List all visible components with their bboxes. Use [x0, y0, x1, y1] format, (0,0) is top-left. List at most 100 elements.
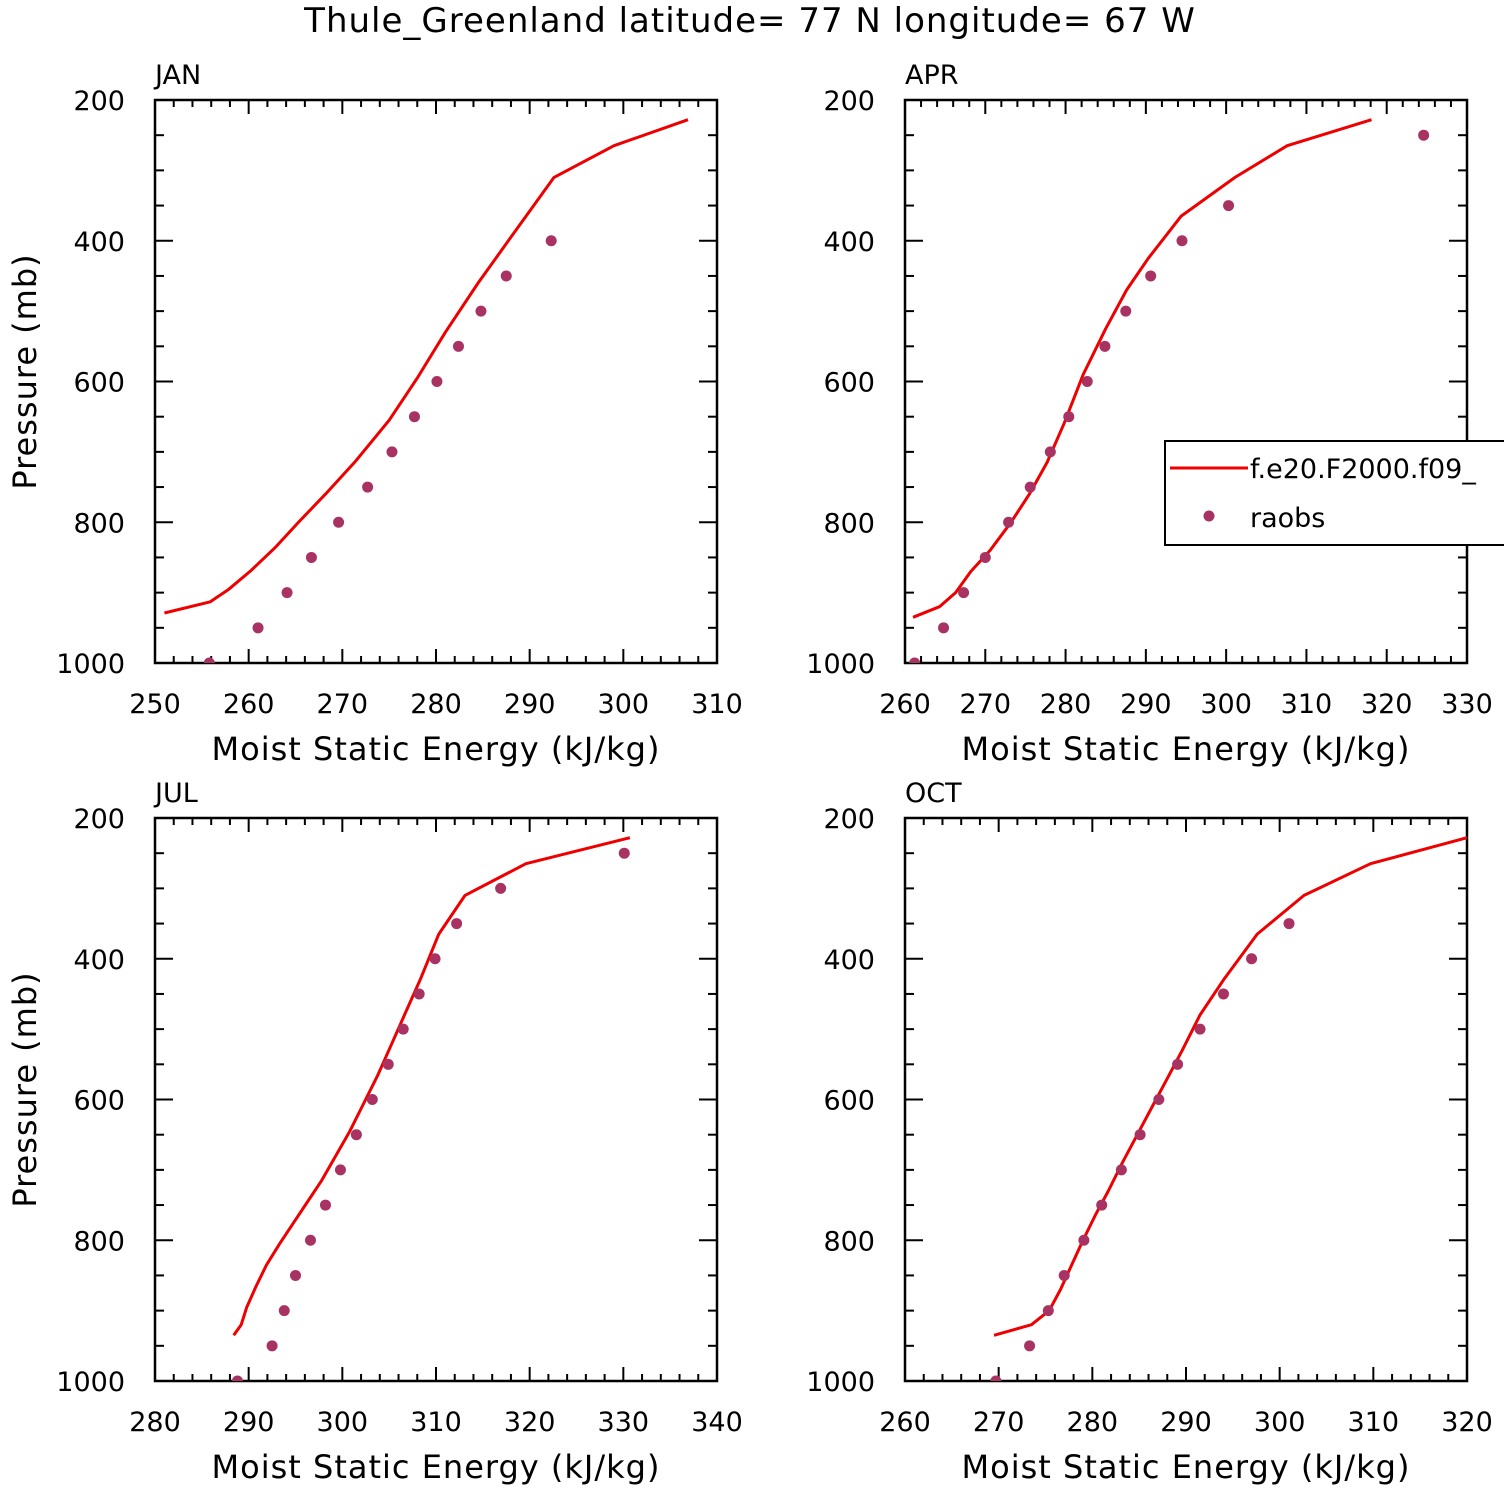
y-tick-label: 1000	[56, 649, 125, 680]
plot-contents	[164, 118, 689, 663]
obs-point	[495, 882, 507, 894]
x-tick-label: 320	[504, 1407, 556, 1438]
x-tick-label: 270	[973, 1407, 1025, 1438]
obs-point	[350, 1129, 362, 1141]
y-axis-label: Pressure (mb)	[6, 971, 44, 1207]
y-tick-label: 1000	[56, 1367, 125, 1398]
obs-point	[990, 1375, 1002, 1381]
obs-point	[1283, 918, 1295, 930]
obs-point	[618, 847, 630, 859]
y-tick-label: 800	[823, 508, 875, 539]
obs-point	[1176, 235, 1188, 247]
plot-contents	[909, 118, 1430, 663]
plot-frame	[903, 98, 1469, 665]
obs-point	[979, 551, 991, 563]
x-axis-label: Moist Static Energy (kJ/kg)	[962, 730, 1411, 768]
y-tick-label: 200	[823, 86, 875, 117]
x-tick-label: 320	[1361, 689, 1413, 720]
obs-point	[231, 1375, 243, 1381]
obs-point	[431, 376, 443, 387]
obs-point	[252, 622, 264, 634]
y-tick-label: 400	[73, 227, 125, 258]
y-tick-label: 200	[73, 86, 125, 117]
x-axis-label: Moist Static Energy (kJ/kg)	[962, 1448, 1411, 1486]
legend-box	[1164, 440, 1504, 546]
y-tick-label: 800	[73, 1226, 125, 1257]
obs-point	[1096, 1199, 1108, 1211]
legend-model-label: f.e20.F2000.f09_	[1250, 454, 1476, 485]
y-tick-label: 400	[73, 945, 125, 976]
obs-point	[1153, 1094, 1165, 1105]
obs-point	[1418, 129, 1430, 141]
obs-point	[1003, 516, 1015, 528]
y-tick-label: 600	[823, 368, 875, 399]
x-tick-label: 340	[691, 1407, 743, 1438]
obs-point	[362, 481, 374, 493]
x-tick-label: 270	[317, 689, 369, 720]
y-tick-label: 600	[823, 1086, 875, 1117]
legend-obs-label: raobs	[1250, 503, 1325, 534]
x-tick-label: 310	[691, 689, 743, 720]
obs-point	[413, 988, 425, 1000]
x-tick-label: 300	[598, 689, 650, 720]
x-tick-label: 260	[879, 1407, 931, 1438]
x-tick-label: 270	[960, 689, 1012, 720]
obs-point	[1063, 411, 1075, 423]
obs-point	[452, 340, 464, 352]
y-tick-label: 800	[73, 508, 125, 539]
y-tick-label: 400	[823, 945, 875, 976]
obs-point	[290, 1269, 301, 1281]
panels-container: 250 260 270 280 290 300 310 200 400 600 800 1000 JAN…	[6, 60, 1504, 1486]
x-tick-label: 290	[1160, 1407, 1212, 1438]
obs-point	[545, 235, 557, 247]
model-line-series	[912, 118, 1372, 619]
obs-point	[333, 516, 345, 528]
obs-point	[1134, 1129, 1146, 1141]
obs-point	[334, 1164, 346, 1176]
x-tick-label: 280	[129, 1407, 181, 1438]
obs-point	[1217, 988, 1229, 1000]
panel-label-oct: OCT	[905, 778, 962, 809]
y-tick-label: 600	[73, 1086, 125, 1117]
x-axis-label: Moist Static Energy (kJ/kg)	[212, 730, 661, 768]
x-tick-label: 300	[1254, 1407, 1306, 1438]
obs-point	[382, 1058, 394, 1070]
model-line-series	[993, 836, 1467, 1337]
y-tick-label: 800	[823, 1226, 875, 1257]
x-tick-label: 260	[879, 689, 931, 720]
panel-jul: 280 290 300 310 320 330 340 200 400 600 800 1000 JUL…	[6, 778, 743, 1486]
y-tick-label: 1000	[806, 1367, 875, 1398]
obs-point	[1078, 1234, 1090, 1246]
panel-jan: 250 260 270 280 290 300 310 200 400 600 800 1000 JAN…	[6, 60, 743, 768]
obs-point	[429, 953, 441, 965]
panel-oct: 260 270 280 290 300 310 320 200 400 600 800 1000 OCT…	[806, 778, 1492, 1486]
obs-point	[1042, 1305, 1054, 1317]
obs-point	[1172, 1058, 1184, 1070]
obs-point	[203, 657, 215, 663]
obs-point	[1115, 1164, 1127, 1176]
x-tick-label: 320	[1441, 1407, 1493, 1438]
legend-marker-swatch	[1203, 510, 1215, 522]
obs-point	[305, 551, 317, 563]
y-tick-label: 400	[823, 227, 875, 258]
obs-point	[281, 587, 293, 599]
x-tick-label: 330	[598, 1407, 650, 1438]
y-tick-label: 1000	[806, 649, 875, 680]
obs-point	[366, 1094, 378, 1105]
obs-point	[1120, 305, 1132, 317]
y-axis-label: Pressure (mb)	[6, 253, 44, 489]
plot-frame	[153, 816, 719, 1383]
x-tick-label: 290	[223, 1407, 275, 1438]
obs-point	[397, 1023, 409, 1035]
x-tick-label: 260	[223, 689, 275, 720]
obs-point	[1081, 376, 1093, 387]
obs-point	[1145, 270, 1157, 282]
plot-contents	[990, 836, 1467, 1381]
x-axis-label: Moist Static Energy (kJ/kg)	[212, 1448, 661, 1486]
y-tick-label: 200	[73, 804, 125, 835]
obs-point	[1223, 200, 1235, 212]
x-tick-label: 300	[1200, 689, 1252, 720]
obs-point	[1099, 340, 1111, 352]
x-tick-label: 280	[410, 689, 462, 720]
